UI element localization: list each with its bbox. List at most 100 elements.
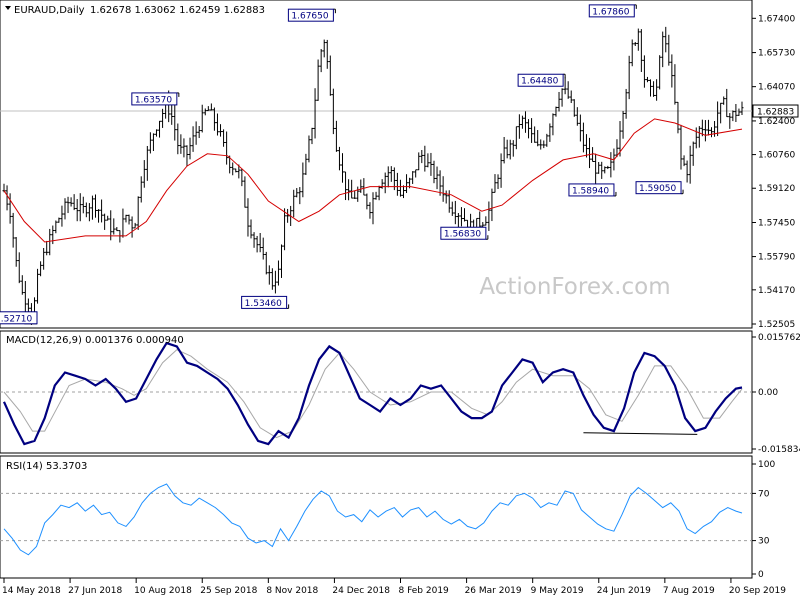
price-bar <box>273 270 277 294</box>
price-bar <box>36 268 40 304</box>
x-axis-tick-label: 9 May 2019 <box>531 586 584 596</box>
price-bar <box>548 123 552 142</box>
price-bar <box>710 127 714 138</box>
price-bar <box>322 39 326 58</box>
price-bar <box>197 126 201 139</box>
x-axis-tick-label: 24 Jun 2019 <box>597 586 651 596</box>
price-bar <box>5 185 9 211</box>
x-axis-tick-label: 8 Feb 2019 <box>399 586 450 596</box>
price-bar <box>353 190 357 199</box>
price-bar <box>533 126 537 143</box>
price-bar <box>554 106 558 117</box>
price-bar <box>234 168 238 173</box>
price-bar <box>441 176 445 202</box>
price-bar <box>694 127 698 149</box>
watermark-text: ActionForex.com <box>479 274 670 300</box>
price-bar <box>69 197 73 207</box>
price-bar <box>39 261 43 277</box>
price-y-tick-label: 1.59120 <box>758 184 795 194</box>
price-bar <box>127 214 131 225</box>
price-y-tick-label: 1.52505 <box>758 320 795 330</box>
price-bar <box>200 104 204 133</box>
rsi-panel-frame <box>0 455 753 579</box>
price-bar <box>307 135 311 163</box>
dropdown-triangle-icon[interactable] <box>5 6 11 10</box>
price-bar <box>136 196 140 230</box>
price-bar <box>435 166 439 190</box>
price-bar <box>411 171 415 184</box>
price-bar <box>334 120 338 152</box>
price-bar <box>145 145 149 181</box>
price-bar <box>63 198 67 220</box>
price-y-tick-label: 1.55790 <box>758 253 795 263</box>
annotation-box <box>287 8 334 22</box>
price-bar <box>566 81 570 99</box>
price-bar <box>298 187 302 205</box>
price-bar <box>639 29 643 72</box>
price-bar <box>316 59 320 101</box>
price-bar <box>106 215 110 221</box>
current-price-badge: 1.62883 <box>752 104 799 118</box>
price-bar <box>97 209 101 223</box>
price-bar <box>600 161 604 179</box>
price-bar <box>54 220 58 234</box>
price-bar <box>688 145 692 184</box>
price-bar <box>206 106 210 112</box>
symbol-label: EURAUD,Daily <box>14 5 85 16</box>
price-bar <box>575 107 579 126</box>
price-bar <box>212 107 216 131</box>
price-bar <box>667 34 671 66</box>
price-bar <box>597 161 601 174</box>
price-bars <box>2 26 744 325</box>
price-bar <box>45 240 49 256</box>
x-axis: 14 May 2018 27 Jun 2018 10 Aug 2018 25 Sep … <box>2 578 786 596</box>
price-bar <box>258 233 262 253</box>
price-bar <box>295 188 299 198</box>
x-axis-tick-label: 10 Aug 2018 <box>134 586 192 596</box>
price-bar <box>292 189 296 218</box>
price-bar <box>328 55 332 96</box>
price-bar <box>66 196 70 214</box>
price-bar <box>652 81 656 97</box>
price-y-tick-label: 1.57450 <box>758 219 795 229</box>
price-bar <box>103 213 107 230</box>
x-axis-tick-label: 20 Sep 2019 <box>729 586 786 596</box>
price-bar <box>347 179 351 201</box>
x-axis-tick-label: 24 Dec 2018 <box>332 586 390 596</box>
price-bar <box>700 119 704 137</box>
price-bar <box>499 153 503 188</box>
price-bar <box>264 251 268 275</box>
price-bar <box>716 101 720 137</box>
price-bar <box>215 113 219 136</box>
price-bar <box>237 164 241 179</box>
price-bar <box>645 76 649 83</box>
annotation-box <box>635 181 682 195</box>
price-bar <box>594 153 598 186</box>
price-bar <box>703 120 707 142</box>
price-bar <box>581 122 585 153</box>
price-bar <box>450 201 454 216</box>
price-bar <box>124 214 128 223</box>
price-bar <box>78 193 82 222</box>
macd-y-tick-label: 0.00 <box>758 388 778 398</box>
price-y-tick-label: 1.54170 <box>758 286 795 296</box>
macd-panel: MACD(12,26,9) 0.001376 0.000940 0.015762… <box>0 330 800 455</box>
price-bar <box>557 91 561 112</box>
price-bar <box>255 235 259 253</box>
annotation-label: 1.53460 <box>245 299 282 309</box>
price-bar <box>130 216 134 238</box>
price-bar <box>93 194 97 218</box>
price-annotation: 1.52710 <box>0 311 38 325</box>
price-bar <box>642 55 646 88</box>
price-bar <box>417 152 421 171</box>
annotation-label: 1.67860 <box>592 7 629 17</box>
price-bar <box>420 149 424 164</box>
price-bar <box>87 203 91 222</box>
price-bar <box>276 260 280 286</box>
price-bar <box>627 55 631 100</box>
price-bar <box>649 79 653 97</box>
price-panel: ActionForex.com 1.52710 1.63570 1.53460 1.6… <box>0 0 799 330</box>
price-bar <box>661 31 665 68</box>
price-bar <box>377 185 381 201</box>
